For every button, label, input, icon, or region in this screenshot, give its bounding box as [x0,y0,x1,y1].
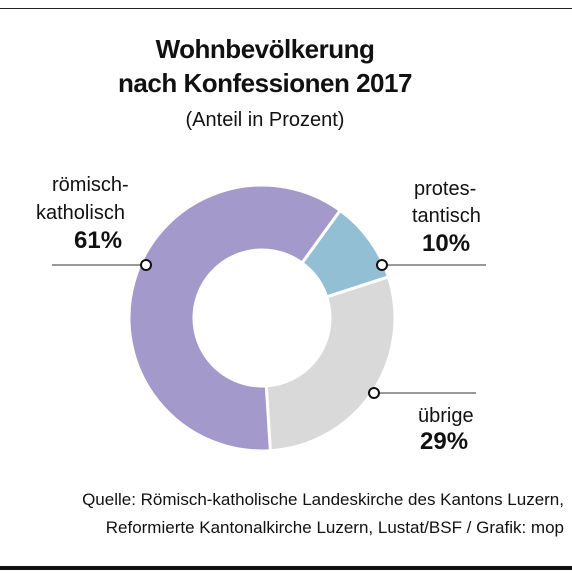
label-protestantisch-line2: tantisch [412,205,481,227]
bottom-rule [0,566,572,570]
slice-katholisch [127,183,343,453]
value-label-protestantisch: 10% [422,230,471,257]
chart-title-line1: Wohnbevölkerung [155,34,375,64]
source-line2: Reformierte Kantonalkirche Luzern, Lusta… [105,518,564,537]
slice-uebrige [264,275,397,453]
value-label-uebrige: 29% [420,428,469,455]
marker-katholisch [140,259,152,271]
label-katholisch-line2: katholisch [36,202,125,224]
label-katholisch-line1: römisch- [52,174,129,196]
marker-protestantisch [376,259,388,271]
value-label-katholisch: 61% [74,227,123,254]
top-rule [0,8,572,9]
source-line1: Quelle: Römisch-katholische Landeskirche… [82,490,564,509]
marker-uebrige [368,387,380,399]
label-protestantisch-line1: protes- [414,178,477,200]
chart-subtitle: (Anteil in Prozent) [185,109,345,131]
chart-title-line2: nach Konfessionen 2017 [118,68,412,98]
label-uebrige: übrige [418,405,474,427]
